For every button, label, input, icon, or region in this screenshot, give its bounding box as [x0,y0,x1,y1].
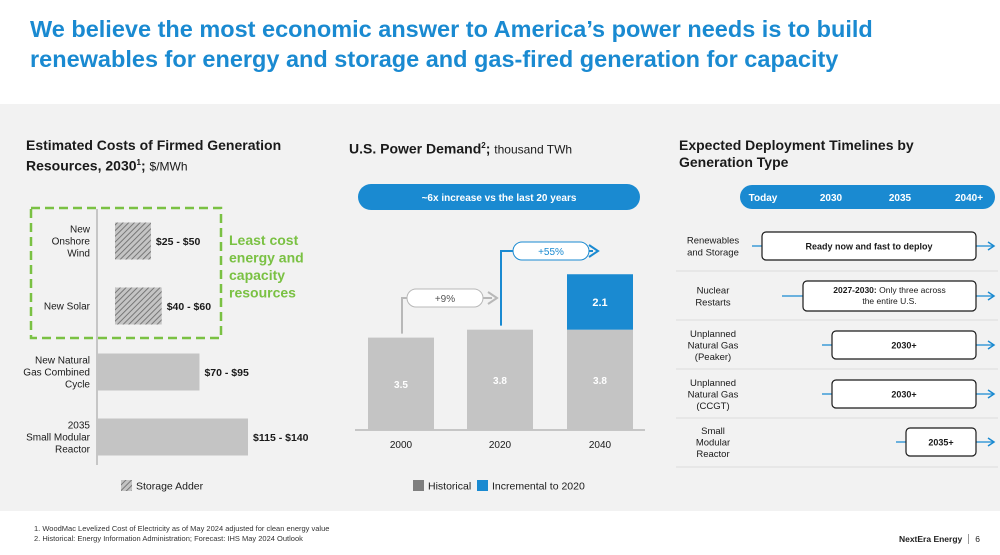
cost-category-label: New Natural Gas Combined Cycle [23,356,90,391]
growth-pill [512,241,590,261]
timeline-arrow-head [987,340,996,350]
legend-label-historical: Historical [428,481,471,493]
cost-chart-unit: $/MWh [149,159,188,174]
demand-value-label: 3.8 [593,376,607,387]
footnote-1: 1. WoodMac Levelized Cost of Electricity… [34,524,330,533]
cost-value-label: $25 - $50 [156,236,201,248]
cost-category-label: New Solar [44,302,91,313]
demand-bar-historical [368,337,434,430]
demand-category-label: 2000 [390,440,413,451]
cost-chart-title: Estimated Costs of Firmed Generation Res… [26,137,326,176]
growth-arrow-head [588,244,600,258]
timeline-row-label: Nuclear Restarts [695,286,731,309]
demand-category-label: 2020 [489,440,512,451]
timeline-header-label: 2035 [889,193,912,204]
cost-chart: Least cost energy and capacity resources $25… [23,206,309,493]
timeline-header-label: Today [749,193,778,204]
cost-value-label: $40 - $60 [167,301,212,313]
storage-adder-legend-label: Storage Adder [136,481,204,493]
demand-bar-incremental [567,274,633,330]
growth-label: +55% [538,247,564,258]
timeline-box-text: 2030+ [891,341,916,351]
timeline-row-label: Unplanned Natural Gas (CCGT) [688,378,739,412]
page-title: We believe the most economic answer to A… [30,16,873,72]
demand-category-label: 2040 [589,440,612,451]
demand-chart-unit: thousand TWh [494,142,573,157]
timeline-box-text: 2027-2030: Only three across the entire U… [833,285,945,306]
storage-adder-swatch [121,480,132,491]
demand-chart-title-text: U.S. Power Demand [349,140,482,157]
growth-arrow-head [487,291,499,305]
title-separator: ; [140,157,146,174]
title-separator: ; [485,140,491,157]
timeline-box [831,379,977,409]
demand-value-label: 3.5 [394,380,408,391]
growth-label: +9% [435,294,455,305]
company-name: NextEra Energy [898,534,963,544]
cost-bar-storage-adder [115,287,162,325]
footer: NextEra Energy 6 [899,534,980,544]
demand-chart-title: U.S. Power Demand2; thousand TWh [349,137,649,159]
cost-bar-storage-adder [115,222,151,260]
page-number: 6 [968,534,980,544]
demand-bar-historical [567,329,633,430]
cost-category-label: 2035 Small Modular Reactor [26,421,91,456]
demand-chart: ~6x increase vs the last 20 years 3.5 2000… [355,184,645,493]
timeline-arrow-head [987,241,996,251]
timeline-box-text: Ready now and fast to deploy [805,242,932,252]
least-cost-box [29,206,223,340]
cost-chart-title-text: Estimated Costs of Firmed Generation Res… [26,137,282,174]
timeline-header [740,185,995,209]
cost-category-label: New Onshore Wind [52,225,91,260]
timeline-chart: Today 2030 2035 2040+ Ready now and fast to … [676,185,998,468]
legend-swatch-incremental [477,480,488,491]
footnotes: 1. WoodMac Levelized Cost of Electricity… [34,524,329,544]
demand-value-label: 3.8 [493,376,507,387]
timeline-box [802,280,977,312]
cost-value-label: $115 - $140 [253,432,309,444]
timeline-arrow-head [987,389,996,399]
timeline-box-text: 2035+ [928,438,953,448]
timeline-box-text: 2030+ [891,390,916,400]
timeline-row-label: Renewables and Storage [687,236,740,259]
cost-value-label: $70 - $95 [204,367,249,379]
timeline-box [761,231,977,261]
legend-swatch-historical [413,480,424,491]
timeline-title: Expected Deployment Timelines by Generat… [679,137,914,170]
demand-bar-historical [467,329,533,430]
demand-banner [358,184,640,210]
timeline-header-label: 2040+ [955,193,983,204]
demand-banner-text: ~6x increase vs the last 20 years [422,193,577,204]
timeline-row-label: Unplanned Natural Gas (Peaker) [688,329,739,363]
growth-pill [406,288,484,308]
footnote-2: 2. Historical: Energy Information Admini… [34,534,303,543]
footnote-ref-2: 2 [481,141,486,150]
cost-bar [97,353,200,391]
timeline-arrow-head [987,437,996,447]
timeline-box [831,330,977,360]
timeline-arrow-head [987,291,996,301]
demand-incremental-label: 2.1 [592,297,607,309]
timeline-box [905,427,977,457]
cost-bar [97,418,248,456]
timeline-header-label: 2030 [820,193,843,204]
footnote-ref-1: 1 [136,158,141,167]
timeline-row-label: Small Modular Reactor [696,426,730,460]
legend-label-incremental: Incremental to 2020 [492,481,585,493]
least-cost-label: Least cost energy and capacity resources [229,232,304,301]
